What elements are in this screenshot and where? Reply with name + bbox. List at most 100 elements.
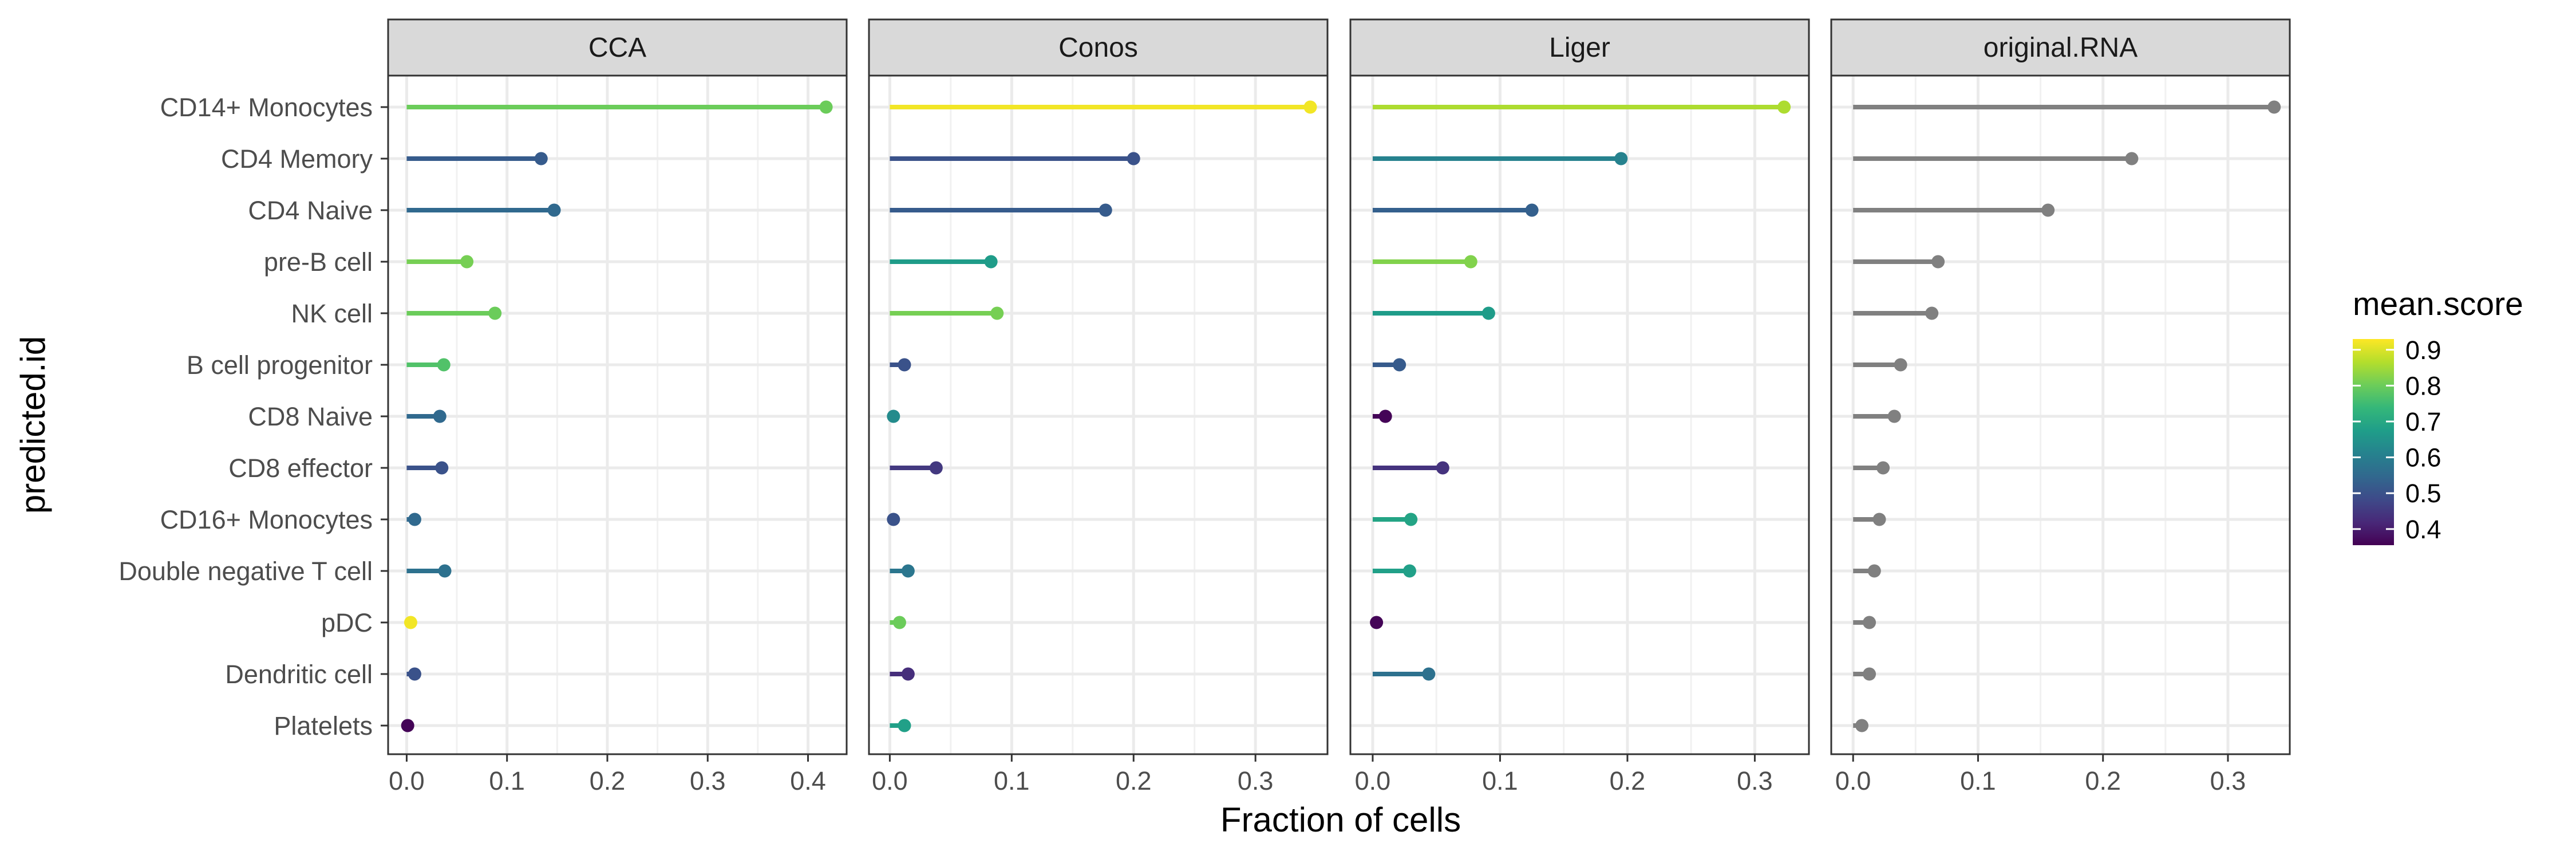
lollipop-point — [1614, 152, 1628, 166]
y-tick-label-double-negative-t-cell: Double negative T cell — [118, 557, 373, 586]
lollipop-point — [433, 409, 447, 423]
lollipop-point — [1777, 100, 1791, 114]
panel-conos: Conos 0.0 0.1 0.2 0.3 — [868, 18, 1329, 795]
y-tick-label-pdc: pDC — [321, 608, 373, 637]
lollipop-point — [984, 255, 998, 269]
lollipop-point — [1393, 358, 1406, 372]
y-tick-label-cd8-effector: CD8 effector — [228, 454, 373, 483]
y-tick-label-cd14-monocytes: CD14+ Monocytes — [160, 93, 373, 122]
x-tick-label: 0.2 — [2085, 766, 2121, 795]
panel-liger: Liger 0.0 0.1 0.2 0.3 — [1349, 18, 1810, 795]
lollipop-point — [1378, 409, 1392, 423]
lollipop-point — [408, 667, 421, 681]
x-tick-label: 0.1 — [994, 766, 1030, 795]
strip-background — [1349, 18, 1810, 77]
legend-tick-label: 0.6 — [2405, 443, 2441, 472]
y-tick-label-b-cell-progenitor: B cell progenitor — [187, 350, 373, 380]
x-tick-label: 0.3 — [690, 766, 726, 795]
strip-label: Liger — [1549, 33, 1610, 63]
strip-background — [1830, 18, 2291, 77]
lollipop-point — [1402, 564, 1416, 578]
lollipop-point — [1481, 306, 1495, 320]
lollipop-point — [438, 564, 452, 578]
y-tick-label-cd16-monocytes: CD16+ Monocytes — [160, 505, 373, 534]
x-tick-label: 0.1 — [1482, 766, 1518, 795]
x-tick-label: 0.4 — [790, 766, 826, 795]
y-tick-label-pre-b-cell: pre-B cell — [264, 247, 373, 277]
lollipop-point — [1436, 461, 1449, 475]
legend-ticks: 0.9 0.8 0.7 0.6 0.5 0.4 — [2353, 336, 2441, 544]
lollipop-point — [2125, 152, 2139, 166]
lollipop-point — [898, 358, 911, 372]
x-tick-label: 0.2 — [590, 766, 626, 795]
lollipop-point — [435, 461, 449, 475]
x-tick-label: 0.1 — [489, 766, 525, 795]
y-tick-label-cd8-naive: CD8 Naive — [248, 402, 373, 431]
lollipop-point — [1867, 564, 1881, 578]
lollipop-point — [901, 667, 915, 681]
lollipop-point — [1876, 461, 1890, 475]
lollipop-point — [1370, 616, 1384, 629]
legend-tick-label: 0.5 — [2405, 479, 2441, 508]
x-tick-label: 0.3 — [1737, 766, 1773, 795]
x-tick-label: 0.2 — [1116, 766, 1152, 795]
lollipop-point — [2041, 203, 2055, 217]
lollipop-point — [887, 513, 900, 526]
legend-tick-label: 0.7 — [2405, 407, 2441, 436]
strip-label: CCA — [588, 33, 646, 63]
lollipop-point — [408, 513, 421, 526]
legend-tick-label: 0.9 — [2405, 336, 2441, 365]
lollipop-point — [547, 203, 561, 217]
lollipop-point — [1863, 667, 1876, 681]
lollipop-point — [898, 719, 911, 732]
x-tick-label: 0.3 — [1238, 766, 1274, 795]
lollipop-point — [1303, 100, 1317, 114]
lollipop-point — [1422, 667, 1436, 681]
lollipop-point — [1872, 513, 1886, 526]
lollipop-point — [1887, 409, 1901, 423]
x-tick-label: 0.0 — [1355, 766, 1391, 795]
lollipop-point — [990, 306, 1004, 320]
color-legend: mean.score 0.9 0.8 0.7 0.6 0.5 0.4 — [2353, 286, 2523, 545]
lollipop-point — [1127, 152, 1140, 166]
y-tick-label-nk-cell: NK cell — [291, 299, 373, 328]
y-tick-label-cd4-naive: CD4 Naive — [248, 196, 373, 225]
strip-background — [387, 18, 848, 77]
legend-colorbar — [2353, 339, 2394, 545]
lollipop-point — [1099, 203, 1112, 217]
lollipop-point — [929, 461, 943, 475]
y-axis-title: predicted.id — [14, 336, 52, 514]
panel-original-rna: original.RNA 0.0 0.1 0.2 0.3 — [1830, 18, 2291, 795]
strip-background — [868, 18, 1329, 77]
x-tick-label: 0.1 — [1960, 766, 1996, 795]
lollipop-point — [1464, 255, 1477, 269]
panel-cca: CCA 0.0 0.1 0.2 0.3 0.4 — [387, 18, 848, 795]
lollipop-point — [819, 100, 833, 114]
x-tick-label: 0.0 — [1835, 766, 1871, 795]
lollipop-point — [892, 616, 906, 629]
x-axis-title: Fraction of cells — [1220, 801, 1461, 839]
y-tick-label-cd4-memory: CD4 Memory — [221, 144, 373, 174]
lollipop-point — [1404, 513, 1418, 526]
legend-title: mean.score — [2353, 286, 2523, 322]
x-tick-label: 0.0 — [389, 766, 425, 795]
y-tick-label-platelets: Platelets — [274, 711, 373, 740]
lollipop-point — [1925, 306, 1939, 320]
lollipop-point — [2267, 100, 2281, 114]
strip-label: original.RNA — [1984, 33, 2138, 63]
y-tick-label-dendritic-cell: Dendritic cell — [225, 660, 373, 689]
lollipop-point — [488, 306, 502, 320]
x-tick-label: 0.0 — [872, 766, 908, 795]
x-tick-label: 0.3 — [2210, 766, 2246, 795]
legend-tick-label: 0.8 — [2405, 371, 2441, 400]
lollipop-point — [1894, 358, 1907, 372]
lollipop-point — [437, 358, 451, 372]
lollipop-point — [887, 409, 900, 423]
lollipop-point — [534, 152, 548, 166]
lollipop-point — [401, 719, 414, 732]
x-tick-label: 0.2 — [1610, 766, 1646, 795]
lollipop-point — [1855, 719, 1868, 732]
lollipop-point — [460, 255, 474, 269]
